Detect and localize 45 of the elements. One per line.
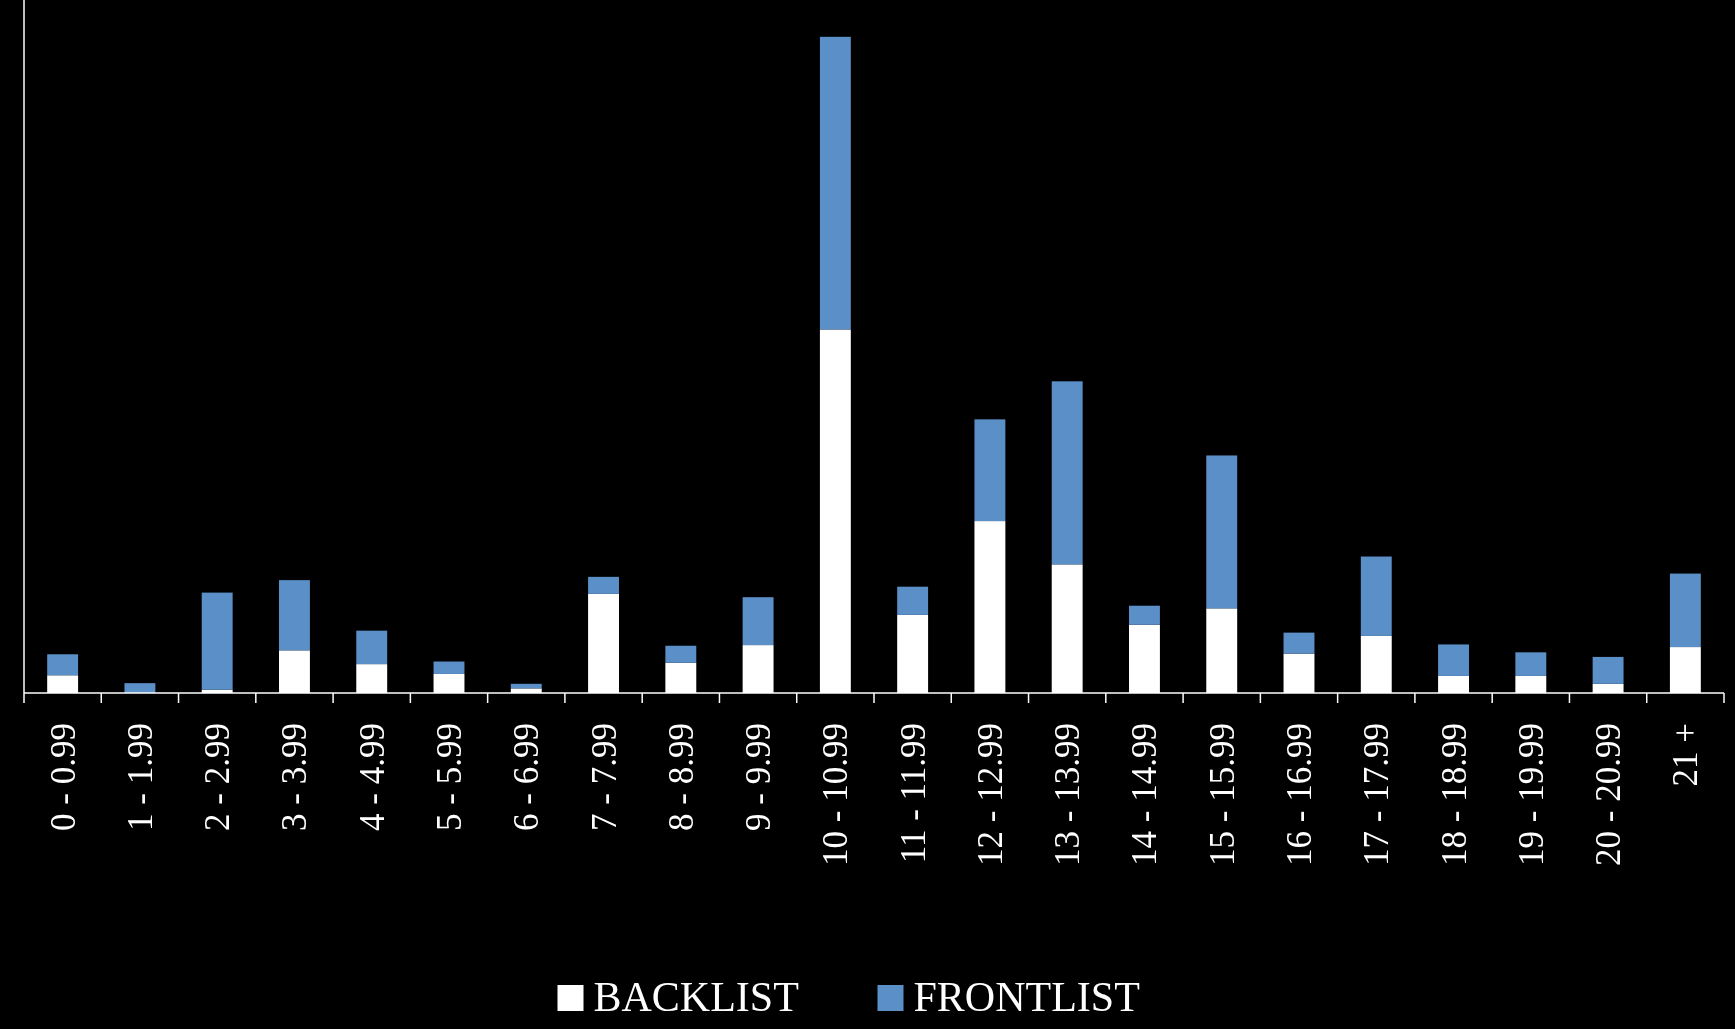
bar: [1515, 652, 1547, 676]
bar: [1206, 455, 1238, 609]
bar: [433, 661, 465, 674]
x-tick-label: 20 - 20.99: [1589, 723, 1629, 866]
x-tick-label: 3 - 3.99: [275, 723, 315, 831]
x-tick-label: 4 - 4.99: [352, 723, 392, 831]
x-tick-label: 9 - 9.99: [739, 723, 779, 831]
bar: [1360, 556, 1392, 636]
bar: [897, 586, 929, 615]
x-tick-label: 18 - 18.99: [1434, 723, 1474, 866]
bar: [124, 683, 156, 693]
x-tick-label: 12 - 12.99: [970, 723, 1010, 866]
bar: [47, 654, 79, 676]
bar: [974, 419, 1006, 522]
x-tick-label: 5 - 5.99: [430, 723, 469, 831]
x-tick-label: 7 - 7.99: [584, 723, 624, 831]
bar: [742, 597, 774, 646]
bar: [1283, 632, 1315, 654]
bar: [201, 592, 233, 690]
bar: [1051, 381, 1083, 565]
x-tick-label: 8 - 8.99: [661, 723, 701, 831]
bar: [1592, 656, 1624, 684]
x-tick-label: 1 - 1.99: [120, 723, 160, 831]
x-tick-label: 13 - 13.99: [1048, 723, 1088, 866]
legend-label: FRONTLIST: [913, 974, 1140, 1020]
x-tick-label: 16 - 16.99: [1280, 723, 1319, 866]
x-tick-label: 17 - 17.99: [1357, 723, 1397, 866]
x-tick-label: 2 - 2.99: [198, 723, 238, 831]
x-tick-label: 10 - 10.99: [816, 723, 856, 866]
x-tick-label: 11 - 11.99: [893, 723, 933, 864]
bar: [588, 576, 619, 594]
x-tick-label: 6 - 6.99: [507, 723, 547, 831]
bar: [819, 36, 851, 330]
bar: [665, 645, 697, 663]
legend-label: BACKLIST: [593, 974, 799, 1020]
bar: [356, 630, 388, 665]
bar: [1669, 573, 1701, 648]
bar: [1438, 644, 1469, 676]
x-tick-label: 14 - 14.99: [1125, 723, 1165, 866]
x-tick-label: 15 - 15.99: [1202, 723, 1242, 866]
x-tick-label: 21 +: [1666, 723, 1706, 787]
bar: [279, 580, 310, 651]
bar: [1129, 605, 1160, 625]
x-tick-label: 0 - 0.99: [43, 723, 83, 831]
x-tick-label: 19 - 19.99: [1511, 723, 1551, 866]
